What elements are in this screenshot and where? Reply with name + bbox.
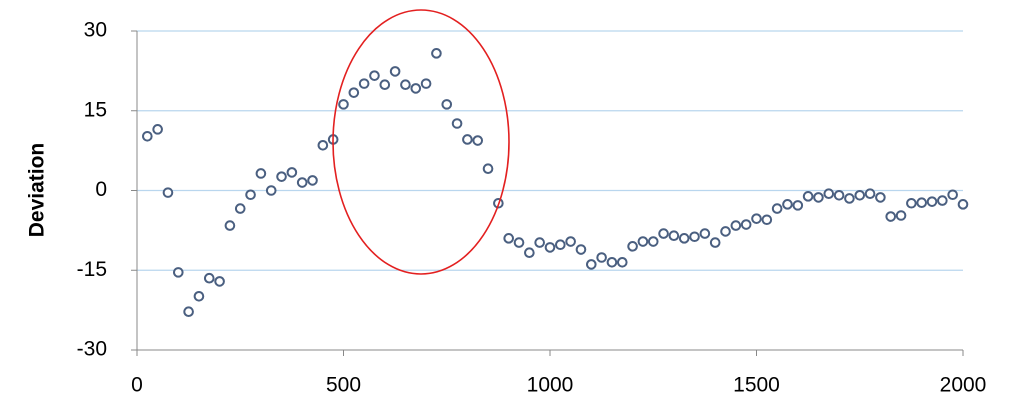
- data-point: [771, 203, 783, 214]
- data-point: [513, 237, 525, 248]
- data-point: [658, 228, 669, 239]
- data-point: [730, 220, 742, 231]
- data-point: [761, 214, 773, 226]
- data-point: [420, 78, 432, 89]
- data-point: [792, 200, 804, 211]
- x-tick-label: 0: [131, 374, 143, 397]
- data-point: [833, 189, 845, 201]
- data-point: [575, 244, 587, 255]
- data-point: [957, 199, 969, 210]
- data-point: [358, 78, 370, 89]
- data-point: [214, 276, 225, 287]
- data-point: [802, 191, 814, 202]
- highlight-ellipse: [332, 9, 510, 275]
- data-point: [431, 48, 442, 59]
- data-point: [348, 87, 360, 98]
- x-tick-label: 1500: [733, 374, 780, 397]
- data-point: [596, 252, 607, 263]
- data-point: [689, 231, 700, 243]
- data-point: [678, 233, 690, 244]
- plot-area: -30 -15 0 15 30 0 500 1000 1500 2000: [77, 19, 987, 397]
- data-point: [193, 291, 205, 302]
- data-point: [379, 79, 391, 90]
- data-point: [709, 237, 721, 248]
- data-point: [895, 210, 907, 221]
- data-point: [668, 230, 680, 241]
- data-point: [751, 213, 762, 224]
- data-point: [410, 83, 422, 94]
- data-point: [875, 192, 886, 203]
- data-point: [885, 211, 897, 222]
- data-point: [389, 66, 401, 77]
- data-point: [740, 219, 752, 230]
- data-point: [565, 236, 576, 247]
- data-point: [338, 99, 349, 110]
- data-point: [472, 135, 484, 146]
- data-point: [823, 188, 835, 199]
- data-point: [400, 79, 411, 90]
- data-point: [296, 177, 308, 188]
- data-point: [162, 187, 174, 198]
- data-point: [286, 167, 298, 178]
- data-point: [245, 189, 256, 201]
- data-point: [524, 247, 535, 259]
- data-point: [937, 195, 948, 206]
- data-point: [441, 99, 453, 110]
- data-point: [947, 189, 958, 201]
- y-tick-label: -30: [77, 338, 107, 361]
- data-point: [255, 168, 267, 179]
- y-axis-label: Deviation: [26, 143, 49, 238]
- data-point: [637, 236, 649, 247]
- data-point: [317, 140, 329, 151]
- data-point: [864, 188, 876, 199]
- data-point: [627, 241, 638, 252]
- data-point: [720, 226, 731, 237]
- data-point: [265, 185, 277, 196]
- data-point: [544, 242, 556, 253]
- data-point: [699, 228, 711, 239]
- data-point: [906, 197, 917, 209]
- data-point: [173, 267, 184, 278]
- data-point: [152, 124, 163, 135]
- data-point: [926, 196, 938, 207]
- data-point: [142, 130, 153, 142]
- data-point: [462, 134, 473, 145]
- data-point: [482, 163, 494, 175]
- y-tick-label: -15: [77, 258, 107, 281]
- data-point: [307, 175, 318, 186]
- x-tick-label: 2000: [940, 374, 987, 397]
- x-tick-label: 500: [326, 374, 361, 397]
- data-point: [844, 193, 855, 204]
- y-tick-label: 0: [95, 178, 107, 201]
- data-point: [183, 306, 194, 318]
- y-tick-label: 30: [84, 19, 107, 42]
- data-point: [616, 256, 628, 268]
- data-point: [555, 239, 566, 251]
- data-point: [647, 236, 659, 247]
- data-point: [813, 192, 824, 203]
- data-point: [606, 256, 618, 268]
- data-point: [451, 118, 463, 129]
- data-point: [224, 220, 236, 231]
- data-point: [916, 197, 928, 209]
- data-point: [276, 171, 287, 182]
- y-tick-label: 15: [84, 98, 107, 121]
- data-point: [203, 272, 215, 284]
- data-point: [854, 189, 866, 201]
- x-tick-label: 1000: [527, 374, 574, 397]
- data-point: [503, 233, 515, 244]
- data-point: [586, 259, 597, 270]
- data-point: [534, 237, 545, 248]
- data-point: [782, 199, 793, 210]
- data-point: [234, 203, 246, 214]
- data-point: [369, 70, 380, 81]
